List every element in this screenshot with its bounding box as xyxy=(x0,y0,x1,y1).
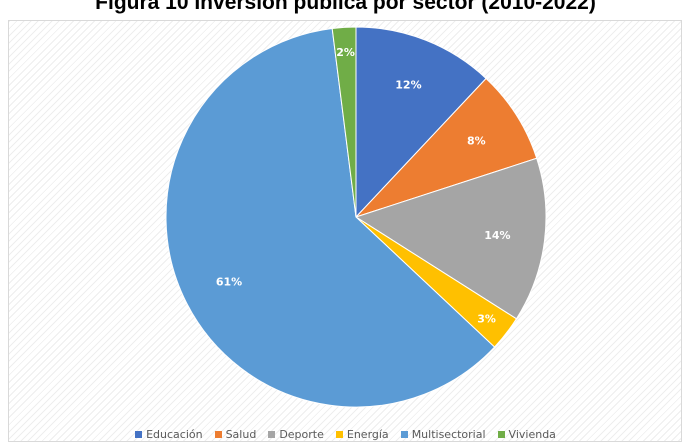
data-label-1: 8% xyxy=(467,135,486,148)
legend-label-2: Deporte xyxy=(279,428,324,441)
legend-item-3: Energía xyxy=(335,428,389,441)
pie-slice-2 xyxy=(354,157,547,320)
legend-swatch-5 xyxy=(497,431,505,438)
legend-item-5: Vivienda xyxy=(497,428,556,441)
data-label-4: 61% xyxy=(216,276,242,289)
legend-swatch-0 xyxy=(135,431,143,438)
legend-label-5: Vivienda xyxy=(508,428,556,441)
chart-title: Figura 10 Inversión pública por sector (… xyxy=(95,0,596,14)
pie-slice-5 xyxy=(331,26,357,218)
legend-item-2: Deporte xyxy=(268,428,324,441)
legend-swatch-2 xyxy=(268,431,276,438)
legend-label-4: Multisectorial xyxy=(411,428,486,441)
legend: Educación Salud Deporte Energía Multisectori… xyxy=(0,428,691,441)
data-label-3: 3% xyxy=(477,312,496,325)
pie-data-labels: 12% 8% 14% 3% 61% 2% xyxy=(216,46,511,325)
pie-slice-0 xyxy=(355,26,487,219)
pie-slice-1 xyxy=(355,77,538,218)
legend-swatch-4 xyxy=(400,431,408,438)
data-label-5: 2% xyxy=(336,46,355,59)
legend-label-0: Educación xyxy=(146,428,203,441)
legend-item-1: Salud xyxy=(214,428,257,441)
legend-label-1: Salud xyxy=(225,428,257,441)
data-label-2: 14% xyxy=(484,229,510,242)
legend-label-3: Energía xyxy=(346,428,389,441)
data-label-0: 12% xyxy=(395,79,421,92)
legend-item-4: Multisectorial xyxy=(400,428,486,441)
pie-slice-4 xyxy=(165,27,496,408)
legend-swatch-1 xyxy=(214,431,222,438)
pie-slices xyxy=(165,26,547,408)
legend-swatch-3 xyxy=(335,431,343,438)
legend-item-0: Educación xyxy=(135,428,203,441)
